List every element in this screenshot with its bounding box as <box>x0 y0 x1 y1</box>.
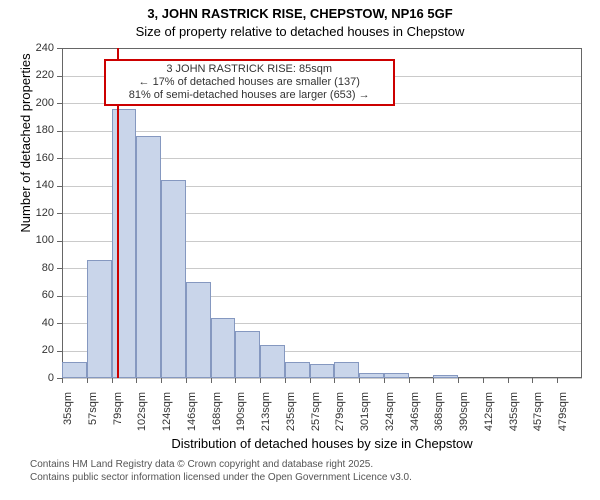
x-tick-mark <box>285 378 286 383</box>
histogram-bar <box>384 373 409 379</box>
grid-line <box>62 131 582 132</box>
y-tick-label: 20 <box>22 344 54 356</box>
histogram-bar <box>433 375 458 378</box>
x-tick-mark <box>384 378 385 383</box>
x-tick-mark <box>112 378 113 383</box>
x-tick-mark <box>136 378 137 383</box>
x-tick-mark <box>334 378 335 383</box>
x-tick-label: 257sqm <box>310 392 322 442</box>
x-tick-mark <box>433 378 434 383</box>
y-tick-label: 240 <box>22 42 54 54</box>
x-tick-label: 235sqm <box>285 392 297 442</box>
annotation-line-1: 3 JOHN RASTRICK RISE: 85sqm <box>110 63 389 76</box>
x-tick-label: 57sqm <box>87 392 99 442</box>
histogram-bar <box>136 136 161 378</box>
x-tick-label: 368sqm <box>433 392 445 442</box>
y-tick-label: 0 <box>22 372 54 384</box>
y-tick-label: 220 <box>22 69 54 81</box>
grid-line <box>62 378 582 379</box>
histogram-bar <box>112 109 137 379</box>
y-tick-label: 40 <box>22 317 54 329</box>
histogram-bar <box>87 260 112 378</box>
x-tick-mark <box>359 378 360 383</box>
y-tick-label: 180 <box>22 124 54 136</box>
footer-line-1: Contains HM Land Registry data © Crown c… <box>30 458 600 471</box>
y-tick-label: 200 <box>22 97 54 109</box>
footer: Contains HM Land Registry data © Crown c… <box>0 458 600 484</box>
histogram-bar <box>211 318 236 379</box>
grid-line <box>62 48 582 49</box>
footer-line-2: Contains public sector information licen… <box>30 471 600 484</box>
x-tick-label: 457sqm <box>532 392 544 442</box>
x-tick-label: 124sqm <box>161 392 173 442</box>
x-tick-label: 35sqm <box>62 392 74 442</box>
x-tick-mark <box>532 378 533 383</box>
histogram-bar <box>186 282 211 378</box>
x-tick-mark <box>211 378 212 383</box>
histogram-bar <box>310 364 335 378</box>
y-tick-label: 60 <box>22 289 54 301</box>
histogram-bar <box>161 180 186 378</box>
x-tick-mark <box>260 378 261 383</box>
x-tick-label: 301sqm <box>359 392 371 442</box>
annotation-line-3: 81% of semi-detached houses are larger (… <box>110 89 389 102</box>
x-tick-label: 390sqm <box>458 392 470 442</box>
x-tick-mark <box>458 378 459 383</box>
y-tick-label: 120 <box>22 207 54 219</box>
y-tick-label: 80 <box>22 262 54 274</box>
chart-supertitle: 3, JOHN RASTRICK RISE, CHEPSTOW, NP16 5G… <box>0 6 600 21</box>
y-tick-label: 160 <box>22 152 54 164</box>
x-tick-label: 79sqm <box>112 392 124 442</box>
x-tick-label: 324sqm <box>384 392 396 442</box>
x-tick-label: 346sqm <box>409 392 421 442</box>
x-tick-mark <box>557 378 558 383</box>
x-tick-label: 168sqm <box>211 392 223 442</box>
chart-title: Size of property relative to detached ho… <box>0 24 600 39</box>
annotation-box: 3 JOHN RASTRICK RISE: 85sqm ← 17% of det… <box>104 59 395 106</box>
x-tick-mark <box>409 378 410 383</box>
x-tick-label: 146sqm <box>186 392 198 442</box>
x-tick-mark <box>62 378 63 383</box>
x-tick-mark <box>508 378 509 383</box>
x-tick-label: 102sqm <box>136 392 148 442</box>
histogram-bar <box>260 345 285 378</box>
histogram-bar <box>235 331 260 378</box>
x-axis-label: Distribution of detached houses by size … <box>62 436 582 451</box>
x-tick-mark <box>161 378 162 383</box>
x-tick-mark <box>186 378 187 383</box>
x-tick-mark <box>483 378 484 383</box>
x-tick-label: 412sqm <box>483 392 495 442</box>
chart-container: 3, JOHN RASTRICK RISE, CHEPSTOW, NP16 5G… <box>0 0 600 500</box>
y-tick-label: 100 <box>22 234 54 246</box>
histogram-bar <box>334 362 359 379</box>
x-tick-mark <box>310 378 311 383</box>
histogram-bar <box>359 373 384 379</box>
x-tick-label: 190sqm <box>235 392 247 442</box>
x-tick-label: 279sqm <box>334 392 346 442</box>
x-tick-mark <box>235 378 236 383</box>
x-tick-mark <box>87 378 88 383</box>
x-tick-label: 213sqm <box>260 392 272 442</box>
x-tick-label: 435sqm <box>508 392 520 442</box>
histogram-bar <box>285 362 310 379</box>
y-tick-label: 140 <box>22 179 54 191</box>
histogram-bar <box>62 362 87 379</box>
x-tick-label: 479sqm <box>557 392 569 442</box>
annotation-line-2: ← 17% of detached houses are smaller (13… <box>110 76 389 89</box>
